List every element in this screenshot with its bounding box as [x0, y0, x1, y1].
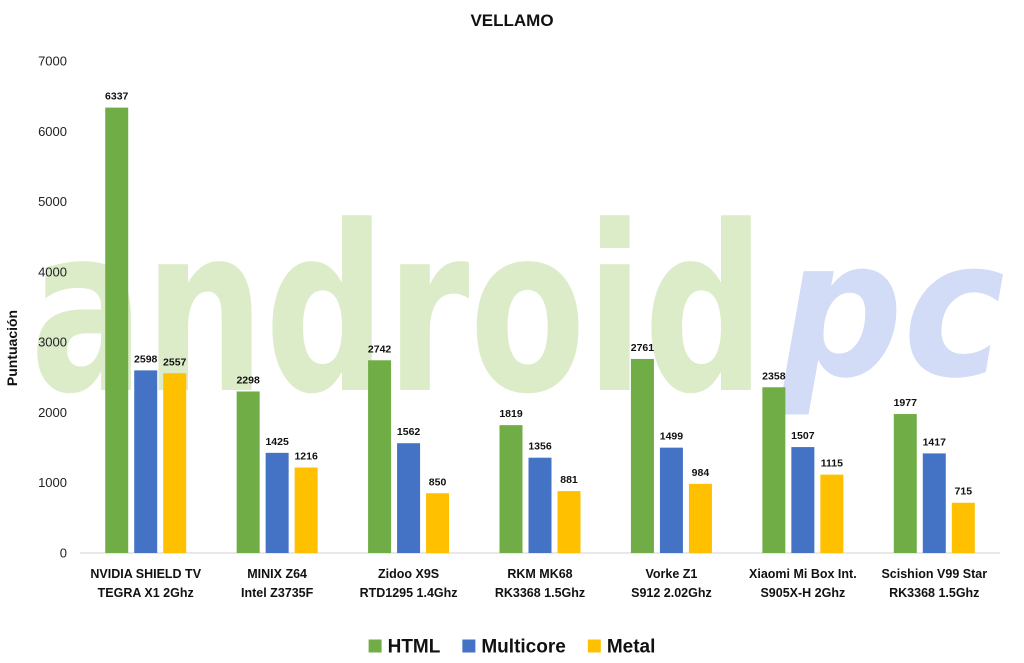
- category-label: Vorke Z1: [645, 567, 697, 581]
- legend-label: HTML: [388, 637, 441, 658]
- bar-html: [236, 391, 260, 553]
- data-label: 1425: [265, 436, 289, 448]
- data-label: 1562: [397, 426, 421, 438]
- bar-html: [368, 360, 392, 553]
- category-label: RTD1295 1.4Ghz: [360, 586, 458, 600]
- chart-title: VELLAMO: [470, 11, 553, 30]
- bar-metal: [688, 483, 712, 553]
- y-tick-label: 7000: [38, 54, 67, 69]
- bar-metal: [426, 493, 450, 553]
- bar-metal: [951, 502, 975, 553]
- category-label: RK3368 1.5Ghz: [495, 586, 585, 600]
- bar-html: [105, 107, 129, 553]
- bar-html: [893, 414, 917, 553]
- category-label: RK3368 1.5Ghz: [889, 586, 979, 600]
- data-label: 1216: [294, 451, 318, 463]
- data-label: 1977: [894, 397, 918, 409]
- bar-multicore: [134, 370, 158, 553]
- bar-metal: [557, 491, 581, 553]
- y-tick-label: 6000: [38, 124, 67, 139]
- bar-multicore: [922, 453, 946, 553]
- bar-multicore: [791, 447, 815, 553]
- category-label: Scishion V99 Star: [881, 567, 987, 581]
- bar-html: [499, 425, 523, 553]
- category-label: MINIX Z64: [247, 567, 307, 581]
- data-labels: 6337 2598 2557 2298 1425 1216 2742 1562 850 1819 1…: [105, 91, 972, 498]
- bar-multicore: [528, 457, 552, 553]
- data-label: 2742: [368, 343, 392, 355]
- data-label: 1499: [660, 431, 684, 443]
- data-label: 881: [560, 474, 578, 486]
- y-tick-label: 1000: [38, 475, 67, 490]
- legend-swatch-metal: [587, 639, 601, 653]
- legend-swatch-html: [368, 639, 382, 653]
- category-label: TEGRA X1 2Ghz: [98, 586, 194, 600]
- bar-html: [762, 387, 786, 553]
- data-label: 2298: [236, 374, 260, 386]
- bars: [105, 107, 975, 553]
- bar-metal: [820, 474, 844, 553]
- legend: HTML Multicore Metal: [368, 637, 656, 658]
- data-label: 2557: [163, 356, 187, 368]
- bar-multicore: [659, 447, 683, 553]
- data-label: 715: [955, 486, 973, 498]
- data-label: 2358: [762, 370, 786, 382]
- y-axis-label: Puntuación: [4, 310, 20, 386]
- y-tick-label: 3000: [38, 335, 67, 350]
- bar-multicore: [397, 443, 421, 553]
- y-tick-label: 2000: [38, 405, 67, 420]
- data-label: 1507: [791, 430, 815, 442]
- x-axis: NVIDIA SHIELD TV TEGRA X1 2Ghz MINIX Z64 In…: [90, 567, 987, 600]
- category-label: S912 2.02Ghz: [631, 586, 712, 600]
- data-label: 6337: [105, 91, 129, 103]
- data-label: 1115: [821, 458, 843, 470]
- y-axis: 0 1000 2000 3000 4000 5000 6000 7000: [38, 54, 67, 561]
- category-label: Intel Z3735F: [241, 586, 314, 600]
- y-tick-label: 5000: [38, 194, 67, 209]
- data-label: 2761: [631, 342, 655, 354]
- legend-label: Metal: [607, 637, 656, 658]
- legend-label: Multicore: [481, 637, 565, 658]
- data-label: 1819: [499, 408, 523, 420]
- bar-html: [630, 358, 654, 553]
- category-label: Xiaomi Mi Box Int.: [749, 567, 857, 581]
- bar-multicore: [265, 452, 289, 553]
- y-tick-label: 0: [60, 546, 67, 561]
- data-label: 1356: [528, 441, 552, 453]
- legend-swatch-multicore: [462, 639, 476, 653]
- category-label: S905X-H 2Ghz: [760, 586, 845, 600]
- category-label: NVIDIA SHIELD TV: [90, 567, 201, 581]
- data-label: 984: [692, 467, 710, 479]
- category-label: Zidoo X9S: [378, 567, 439, 581]
- data-label: 850: [429, 476, 447, 488]
- bar-metal: [294, 467, 318, 553]
- data-label: 1417: [923, 436, 947, 448]
- bar-metal: [163, 373, 187, 553]
- y-tick-label: 4000: [38, 264, 67, 279]
- data-label: 2598: [134, 353, 158, 365]
- watermark-pc-text: pc: [778, 199, 1005, 420]
- category-label: RKM MK68: [507, 567, 572, 581]
